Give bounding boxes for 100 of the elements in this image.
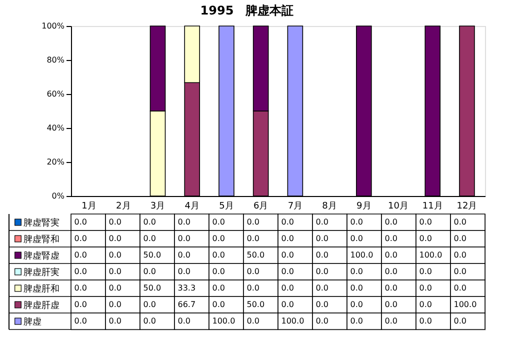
x-tick-label: 9月 — [356, 202, 372, 212]
x-tick-label: 5月 — [219, 202, 234, 212]
data-label: 50.0 — [246, 300, 265, 309]
y-tick-label: 20% — [46, 158, 65, 166]
data-label: 0.0 — [384, 316, 398, 326]
data-label: 0.0 — [281, 250, 294, 260]
x-tick-label: 1月 — [82, 202, 96, 212]
data-label: 0.0 — [316, 300, 328, 309]
data-label: 0.0 — [246, 316, 260, 326]
data-label: 0.0 — [350, 300, 363, 309]
x-tick-label: 4月 — [184, 202, 200, 212]
data-label: 100.0 — [350, 250, 374, 260]
y-tick-label: 40% — [46, 124, 65, 132]
data-label: 0.0 — [281, 217, 294, 226]
data-label: 0.0 — [108, 283, 122, 292]
data-label: 0.0 — [178, 266, 190, 276]
data-label: 0.0 — [212, 266, 225, 276]
data-label: 0.0 — [108, 217, 122, 226]
data-label: 0.0 — [419, 234, 432, 243]
y-tick-label: 60% — [46, 90, 65, 98]
data-label: 0.0 — [384, 217, 398, 226]
data-label: 0.0 — [212, 283, 225, 292]
data-label: 0.0 — [384, 234, 398, 243]
data-label: 0.0 — [212, 217, 225, 226]
data-label: 0.0 — [108, 316, 122, 326]
data-label: 0.0 — [143, 234, 156, 243]
chart-title: 1995 脾虚本証 — [200, 4, 294, 18]
data-label: 0.0 — [419, 217, 432, 226]
data-label: 0.0 — [454, 283, 466, 292]
data-label: 0.0 — [350, 234, 363, 243]
data-label: 0.0 — [178, 217, 190, 226]
x-tick-label: 8月 — [322, 202, 337, 212]
data-label: 0.0 — [350, 217, 363, 226]
data-label: 0.0 — [281, 300, 294, 309]
data-label: 0.0 — [316, 316, 328, 326]
data-label: 0.0 — [246, 266, 260, 276]
data-label: 0.0 — [108, 266, 122, 276]
data-label: 100.0 — [454, 300, 477, 309]
y-tick-label: 80% — [46, 56, 65, 64]
x-tick-label: 7月 — [288, 202, 303, 212]
data-label: 0.0 — [143, 316, 156, 326]
legend-label: 脾虚腎実 — [24, 217, 60, 228]
data-label: 0.0 — [108, 250, 122, 260]
data-label: 0.0 — [316, 266, 328, 276]
data-label: 0.0 — [212, 300, 225, 309]
data-label: 0.0 — [108, 300, 122, 309]
data-label: 0.0 — [384, 266, 398, 276]
data-label: 0.0 — [74, 234, 87, 243]
legend-label: 脾虚肝虚 — [24, 300, 60, 311]
data-label: 0.0 — [143, 217, 156, 226]
data-label: 0.0 — [316, 217, 328, 226]
data-label: 0.0 — [281, 283, 294, 292]
y-tick-label: 100% — [42, 22, 65, 30]
data-label: 100.0 — [281, 316, 304, 326]
data-label: 0.0 — [212, 250, 225, 260]
data-label: 0.0 — [454, 266, 466, 276]
data-label: 0.0 — [454, 250, 466, 260]
data-label: 0.0 — [74, 266, 87, 276]
data-label: 0.0 — [74, 217, 87, 226]
data-label: 50.0 — [143, 250, 162, 260]
data-label: 0.0 — [316, 283, 328, 292]
data-label: 50.0 — [143, 283, 162, 292]
data-label: 0.0 — [178, 316, 190, 326]
data-label: 0.0 — [419, 316, 432, 326]
data-label: 0.0 — [281, 234, 294, 243]
data-label: 0.0 — [384, 283, 398, 292]
data-label: 0.0 — [454, 234, 466, 243]
legend-label: 脾虚 — [24, 316, 42, 328]
data-label: 0.0 — [281, 266, 294, 276]
data-label: 0.0 — [246, 234, 260, 243]
legend-label: 脾虚腎虚 — [24, 250, 60, 262]
data-label: 0.0 — [384, 250, 398, 260]
x-tick-label: 3月 — [150, 202, 166, 212]
x-tick-label: 2月 — [116, 202, 131, 212]
legend-label: 脾虚肝実 — [24, 266, 60, 278]
data-label: 0.0 — [350, 283, 363, 292]
data-label: 0.0 — [74, 316, 87, 326]
x-tick-label: 11月 — [422, 202, 443, 212]
legend-label: 脾虚肝和 — [24, 283, 60, 294]
data-label: 0.0 — [108, 234, 122, 243]
data-label: 0.0 — [212, 234, 225, 243]
data-label: 0.0 — [74, 300, 87, 309]
data-label: 0.0 — [419, 283, 432, 292]
x-tick-label: 10月 — [388, 202, 408, 212]
data-label: 0.0 — [454, 316, 466, 326]
data-label: 33.3 — [178, 283, 196, 292]
data-label: 0.0 — [246, 283, 260, 292]
data-label: 0.0 — [74, 283, 87, 292]
x-tick-label: 6月 — [253, 202, 268, 212]
legend-label: 脾虚腎和 — [24, 234, 60, 245]
data-label: 0.0 — [316, 234, 328, 243]
data-label: 0.0 — [316, 250, 328, 260]
y-tick-label: 0% — [52, 192, 65, 200]
data-label: 100.0 — [419, 250, 442, 260]
data-label: 0.0 — [350, 316, 363, 326]
data-label: 66.7 — [178, 300, 196, 309]
data-label: 0.0 — [384, 300, 398, 309]
data-label: 100.0 — [212, 316, 236, 326]
data-label: 50.0 — [246, 250, 265, 260]
data-label: 0.0 — [419, 300, 432, 309]
